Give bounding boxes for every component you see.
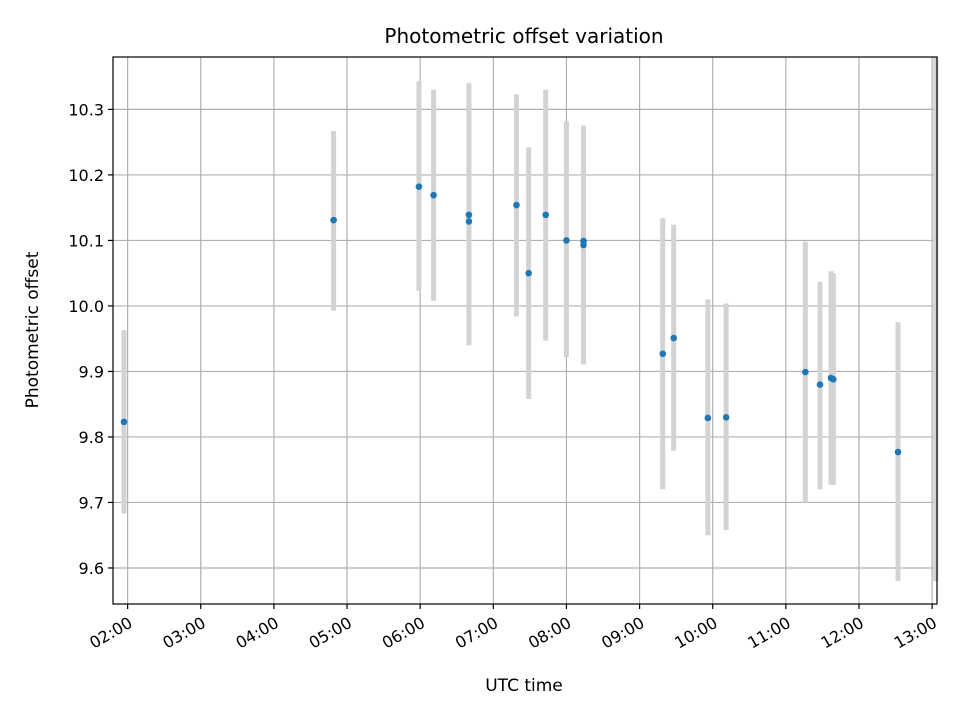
chart-title: Photometric offset variation [384,24,663,48]
data-point [704,414,712,422]
data-points [120,183,902,456]
data-point [830,376,837,383]
y-tick-label: 10.2 [68,166,104,185]
y-tick-label: 9.7 [79,493,104,512]
data-point [513,201,520,209]
data-point [430,191,437,199]
data-point [465,211,473,219]
data-point [120,418,128,426]
data-point [894,448,902,456]
data-point [330,216,337,224]
y-tick-label: 9.9 [79,362,104,381]
data-point [580,241,587,249]
grid-lines [113,57,937,604]
y-tick-label: 9.8 [79,428,104,447]
plot-frame [112,56,938,605]
data-point [415,183,423,191]
data-point [722,413,730,421]
y-axis-label: Photometric offset [23,251,43,408]
y-tick-label: 9.6 [79,559,104,578]
data-point [816,381,824,388]
data-point [563,237,570,244]
data-point [659,350,667,358]
y-tick-label: 10.0 [68,297,104,316]
y-tick-label: 10.3 [68,100,104,119]
data-point [542,211,550,219]
y-axis-ticks: 9.6 9.7 9.8 9.9 10.0 10.1 10.2 10.3 [68,100,113,578]
x-axis-label: UTC time [485,676,563,696]
data-point [465,218,473,225]
data-point [802,368,809,376]
data-point [525,269,532,277]
y-tick-label: 10.1 [68,231,104,250]
data-point [670,334,678,342]
